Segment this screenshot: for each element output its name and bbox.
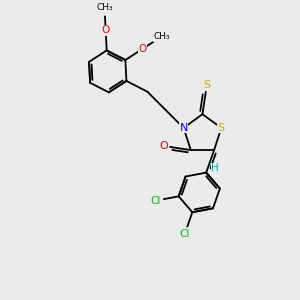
Text: Cl: Cl — [151, 196, 161, 206]
Text: O: O — [159, 141, 168, 151]
Text: S: S — [218, 123, 225, 133]
Text: S: S — [203, 80, 210, 90]
Text: CH₃: CH₃ — [96, 3, 113, 12]
Text: O: O — [138, 44, 146, 54]
Text: N: N — [179, 123, 188, 133]
Text: CH₃: CH₃ — [153, 32, 169, 41]
Text: O: O — [101, 26, 110, 35]
Text: H: H — [212, 164, 219, 173]
Text: Cl: Cl — [179, 229, 190, 239]
